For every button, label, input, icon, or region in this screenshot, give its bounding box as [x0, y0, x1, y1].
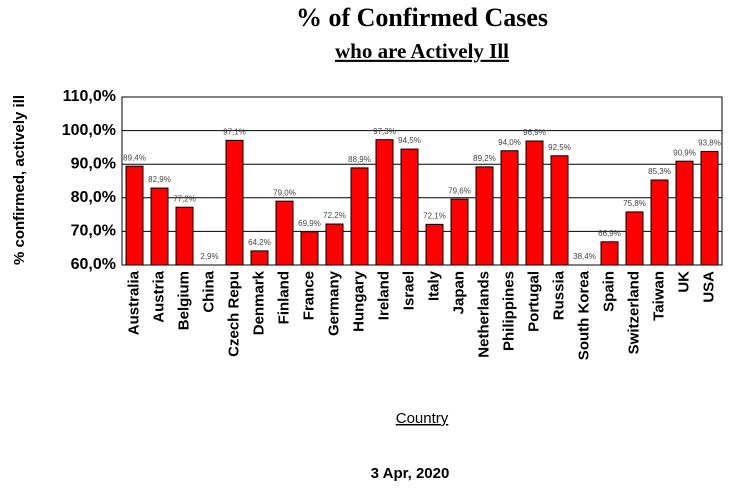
x-tick-label: Australia	[125, 270, 142, 335]
bar	[175, 206, 194, 266]
chart-subtitle: who are Actively Ill	[335, 39, 509, 63]
x-tick-label: Israel	[400, 271, 417, 310]
x-tick-label: Germany	[325, 270, 342, 336]
x-tick-label: Spain	[600, 271, 617, 312]
x-tick-label: Ireland	[375, 271, 392, 320]
x-tick-label: South Korea	[575, 270, 592, 360]
data-label: 2,9%	[200, 252, 218, 261]
data-label: 79,0%	[273, 188, 296, 197]
bar	[150, 187, 169, 266]
data-label: 97,3%	[373, 127, 396, 136]
data-label: 88,9%	[348, 155, 371, 164]
bar	[475, 166, 494, 266]
chart-title: % of Confirmed Cases	[296, 3, 548, 32]
y-tick-label: 80,0%	[71, 189, 116, 206]
data-label: 94,0%	[498, 138, 521, 147]
x-tick-label: China	[200, 270, 217, 312]
y-tick-label: 110,0%	[63, 88, 116, 105]
data-label: 92,5%	[548, 143, 571, 152]
data-label: 93,8%	[698, 139, 721, 148]
x-tick-label: USA	[700, 271, 717, 303]
bar	[300, 231, 319, 266]
bar	[625, 211, 644, 266]
bar	[350, 167, 369, 266]
data-label: 64,2%	[248, 238, 271, 247]
data-label: 77,2%	[173, 194, 196, 203]
x-tick-label: UK	[675, 271, 692, 293]
data-label: 96,9%	[523, 128, 546, 137]
data-label: 89,2%	[473, 154, 496, 163]
data-label: 85,3%	[648, 167, 671, 176]
x-tick-label: Denmark	[250, 270, 267, 335]
bar	[400, 148, 419, 266]
bar	[225, 139, 244, 266]
data-label: 90,9%	[673, 148, 696, 157]
x-tick-label: Italy	[425, 270, 442, 301]
bar	[500, 150, 519, 266]
x-axis-label: Country	[396, 410, 449, 427]
caption: 3 Apr, 2020	[371, 465, 450, 482]
plot-border	[121, 96, 723, 266]
data-label: 38,4%	[573, 252, 596, 261]
bar	[375, 139, 394, 266]
x-tick-label: Hungary	[350, 270, 367, 332]
x-tick-label: Finland	[275, 271, 292, 324]
bar	[650, 179, 669, 266]
data-label: 72,2%	[323, 211, 346, 220]
x-tick-label: France	[300, 271, 317, 320]
y-tick-label: 100,0%	[62, 122, 116, 139]
bar	[250, 250, 269, 266]
x-tick-label: Taiwan	[650, 271, 667, 321]
x-tick-label: Czech Repu	[225, 271, 242, 357]
data-label: 79,6%	[448, 186, 471, 195]
y-axis-label: % confirmed, actively ill	[11, 95, 28, 265]
data-label: 97,1%	[223, 127, 246, 136]
y-tick-label: 60,0%	[71, 256, 116, 273]
bar	[275, 200, 294, 266]
bar	[425, 223, 444, 266]
x-tick-label: Russia	[550, 270, 567, 320]
bar	[525, 140, 544, 266]
bar	[550, 155, 569, 266]
x-tick-label: Switzerland	[625, 271, 642, 354]
data-label: 82,9%	[148, 175, 171, 184]
bar	[700, 150, 719, 266]
data-label: 89,4%	[123, 153, 146, 162]
bar	[325, 223, 344, 266]
data-label: 69,9%	[298, 219, 321, 228]
x-tick-label: Austria	[150, 270, 167, 322]
y-tick-label: 90,0%	[71, 155, 116, 172]
data-label: 72,1%	[423, 211, 446, 220]
data-label: 75,8%	[623, 199, 646, 208]
bar	[450, 198, 469, 266]
x-tick-label: Belgium	[175, 271, 192, 330]
data-label: 66,9%	[598, 229, 621, 238]
x-tick-label: Japan	[450, 271, 467, 314]
x-tick-label: Netherlands	[475, 271, 492, 358]
x-tick-label: Portugal	[525, 271, 542, 332]
x-tick-label: Philippines	[500, 271, 517, 351]
data-label: 94,5%	[398, 136, 421, 145]
bar	[675, 160, 694, 266]
y-tick-label: 70,0%	[71, 223, 116, 240]
bar	[125, 165, 144, 266]
bar	[600, 241, 619, 266]
